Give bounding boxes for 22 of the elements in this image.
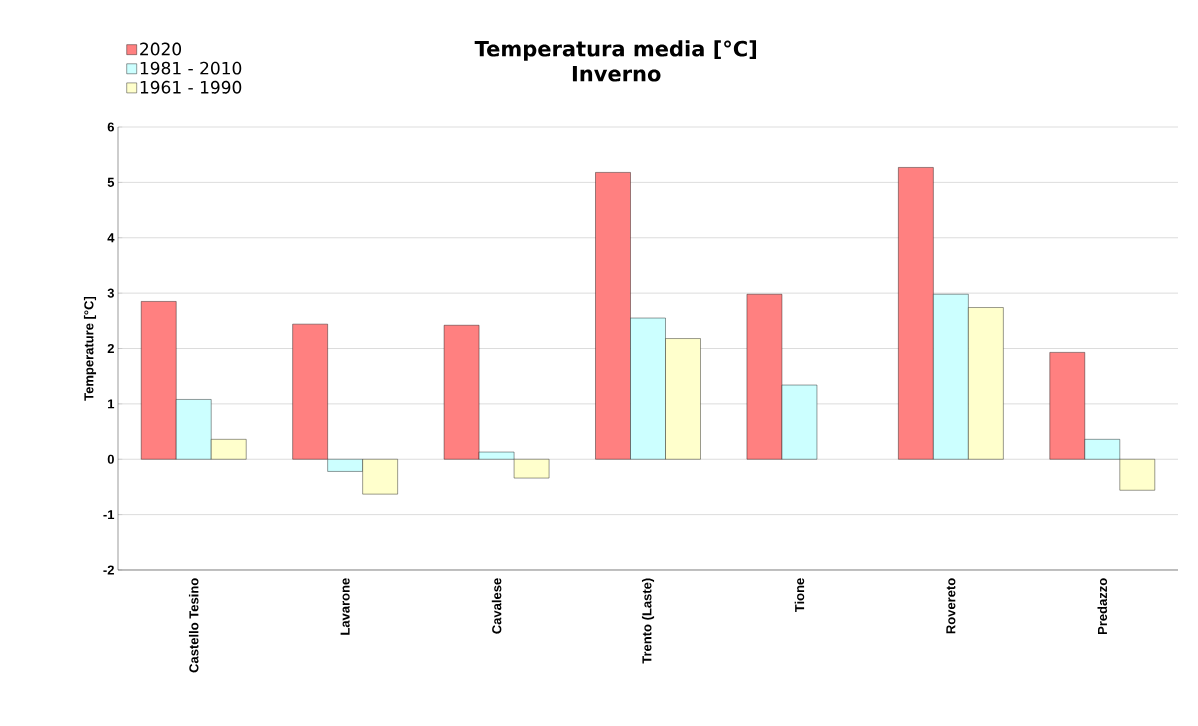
y-tick-label: 5 [107,177,115,187]
y-tick-label: 1 [108,399,115,409]
legend-label: 1981 - 2010 [140,61,242,75]
chart-title: Temperatura media [°C] [474,40,757,61]
y-tick-label: 2 [107,343,114,354]
x-tick-label: Trento (Laste) [641,578,655,664]
x-tick-label: Castello Tesino [188,578,199,673]
legend-label: 2020 [140,42,182,56]
y-tick-label: 4 [107,233,115,243]
x-tick-label: Cavalese [491,578,502,634]
chart-subtitle: Inverno [572,66,661,82]
legend-label: 1961 - 1990 [140,80,242,94]
x-tick-label: Lavarone [340,578,350,635]
x-tick-label: Rovereto [946,578,956,634]
y-tick-label: 0 [107,454,114,464]
x-tick-label: Predazzo [1097,578,1108,635]
y-tick-label: 6 [107,122,114,132]
y-axis-title: Temperature [°C] [83,296,97,401]
x-tick-label: Tione [794,578,805,613]
y-tick-label: 3 [107,288,114,298]
y-tick-label: -1 [103,510,115,520]
y-tick-label: -2 [103,565,114,575]
